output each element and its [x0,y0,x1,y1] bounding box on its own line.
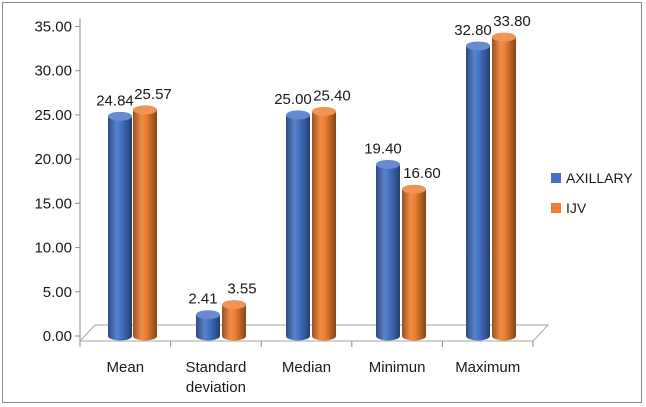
bar-top-axillary [286,110,310,120]
data-label: 25.00 [274,91,312,108]
bar-ijv [222,304,246,341]
bar-axillary [108,116,132,341]
y-tick-label: 35.00 [34,18,72,35]
legend-swatch-ijv [551,203,561,213]
legend-label: IJV [566,200,587,216]
x-category-label: Mean [107,359,145,376]
bar-top-axillary [108,111,132,121]
data-label: 25.40 [313,87,351,104]
data-label: 2.41 [188,291,217,308]
bar-axillary [376,164,400,341]
bar-top-ijv [402,184,426,194]
bar-axillary [196,314,220,341]
bar-top-ijv [492,32,516,42]
x-category-label: Maximum [455,359,520,376]
bar-axillary [466,45,490,341]
y-tick-label: 15.00 [34,195,72,212]
bar-ijv [133,109,157,341]
y-tick-label: 30.00 [34,63,72,80]
x-category-label: Median [282,359,331,376]
data-label: 16.60 [403,165,441,182]
bar-top-axillary [196,310,220,320]
x-category-label: Standard [185,359,246,376]
data-label: 25.57 [134,86,172,103]
y-tick-label: 25.00 [34,107,72,124]
data-label: 33.80 [493,13,531,30]
x-category-label: Minimun [369,359,426,376]
bar-top-ijv [222,300,246,310]
bar-top-axillary [376,159,400,169]
y-tick-label: 20.00 [34,151,72,168]
legend-swatch-axillary [551,173,561,183]
bar-top-ijv [133,105,157,115]
y-tick-label: 5.00 [43,284,72,301]
bar-ijv [492,37,516,341]
legend-label: AXILLARY [566,170,633,186]
data-label: 3.55 [227,281,256,298]
bar-top-axillary [466,41,490,51]
bar-axillary [286,114,310,341]
bar-ijv [312,111,336,341]
x-category-label: deviation [186,379,246,396]
bar-top-ijv [312,106,336,116]
data-label: 19.40 [364,140,402,157]
data-label: 24.84 [96,92,134,109]
y-tick-label: 0.00 [43,328,72,345]
data-label: 32.80 [454,22,492,39]
bar-ijv [402,189,426,341]
y-tick-label: 10.00 [34,240,72,257]
